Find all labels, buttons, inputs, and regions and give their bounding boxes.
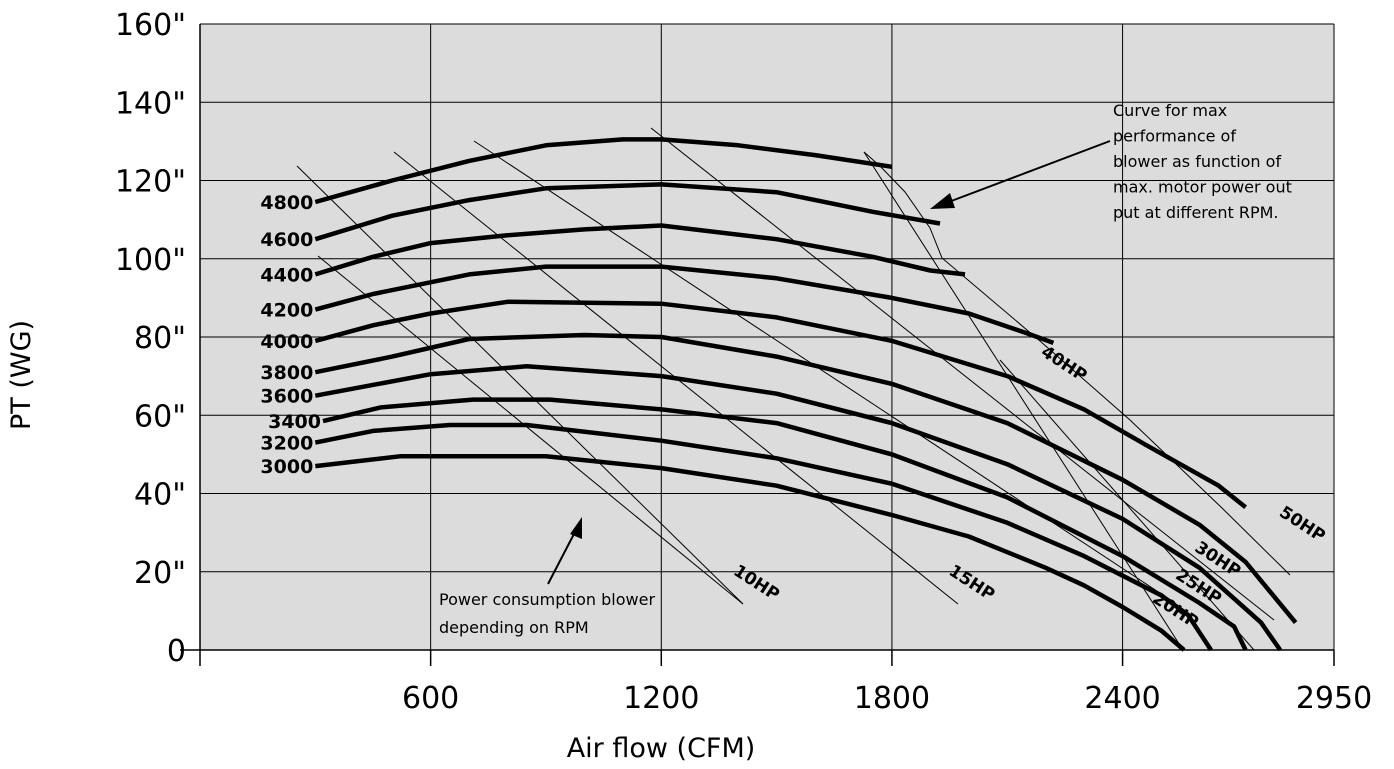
rpm-label: 3800 bbox=[260, 362, 313, 384]
rpm-curve bbox=[314, 332, 1298, 625]
y-tick-label: 60" bbox=[134, 399, 186, 434]
x-tick-label: 2400 bbox=[1084, 681, 1160, 716]
max-curve-note-line: blower as function of bbox=[1113, 152, 1281, 171]
rpm-label: 3600 bbox=[260, 386, 313, 408]
rpm-label: 4000 bbox=[260, 331, 313, 353]
rpm-curve bbox=[314, 364, 1283, 652]
y-axis-title: PT (WG) bbox=[6, 320, 37, 430]
power-line bbox=[863, 151, 1184, 651]
rpm-label: 3400 bbox=[268, 411, 321, 433]
rpm-curve bbox=[314, 223, 966, 277]
max-curve-note-line: performance of bbox=[1113, 127, 1236, 146]
power-note-arrow bbox=[547, 531, 576, 585]
max-curve-note-line: put at different RPM. bbox=[1113, 203, 1279, 222]
power-line bbox=[317, 255, 744, 605]
power-line bbox=[296, 165, 744, 605]
rpm-label: 4400 bbox=[260, 264, 313, 286]
y-tick-label: 140" bbox=[115, 86, 186, 121]
rpm-curve bbox=[314, 137, 893, 205]
y-tick-label: 160" bbox=[115, 8, 186, 43]
rpm-label: 4800 bbox=[260, 192, 313, 214]
x-axis-title: Air flow (CFM) bbox=[567, 733, 756, 764]
rpm-curve bbox=[314, 422, 1213, 652]
power-line bbox=[473, 140, 1176, 604]
max-curve-note-line: max. motor power out bbox=[1113, 178, 1292, 197]
max-curve-note-line: Curve for max bbox=[1113, 101, 1227, 120]
x-tick-label: 1200 bbox=[623, 681, 699, 716]
rpm-label: 4600 bbox=[260, 229, 313, 251]
axes bbox=[180, 24, 1334, 666]
rpm-curve bbox=[314, 264, 1055, 346]
power-note-line: depending on RPM bbox=[439, 618, 589, 637]
power-note-line: Power consumption blower bbox=[439, 590, 655, 609]
rpm-curve bbox=[322, 397, 1248, 651]
y-tick-label: 100" bbox=[115, 243, 186, 278]
rpm-label: 3200 bbox=[260, 433, 313, 455]
max-curve-arrowhead bbox=[930, 193, 955, 209]
power-note-arrowhead bbox=[570, 517, 582, 539]
rpm-curve bbox=[314, 182, 941, 242]
rpm-curve bbox=[314, 299, 1248, 509]
y-tick-label: 0 bbox=[167, 634, 186, 669]
rpm-curve bbox=[315, 454, 1186, 652]
max-curve-arrow bbox=[945, 140, 1111, 204]
max-performance-curve bbox=[863, 151, 1291, 576]
power-line bbox=[650, 127, 1275, 621]
x-tick-label: 2950 bbox=[1296, 681, 1372, 716]
x-tick-label: 600 bbox=[402, 681, 459, 716]
annotations: Curve for max performance of blower as fun… bbox=[439, 101, 1292, 637]
y-tick-label: 80" bbox=[134, 321, 186, 356]
y-tick-label: 120" bbox=[115, 165, 186, 200]
rpm-label: 3000 bbox=[260, 456, 313, 478]
tick-labels: 600 1200 1800 2400 2950 0 20" 40" 60" 80" 100" 120"… bbox=[115, 8, 1372, 716]
y-tick-label: 40" bbox=[134, 478, 186, 513]
power-line bbox=[999, 359, 1255, 651]
rpm-label: 4200 bbox=[260, 300, 313, 322]
x-tick-label: 1800 bbox=[854, 681, 930, 716]
y-tick-label: 20" bbox=[134, 556, 186, 591]
